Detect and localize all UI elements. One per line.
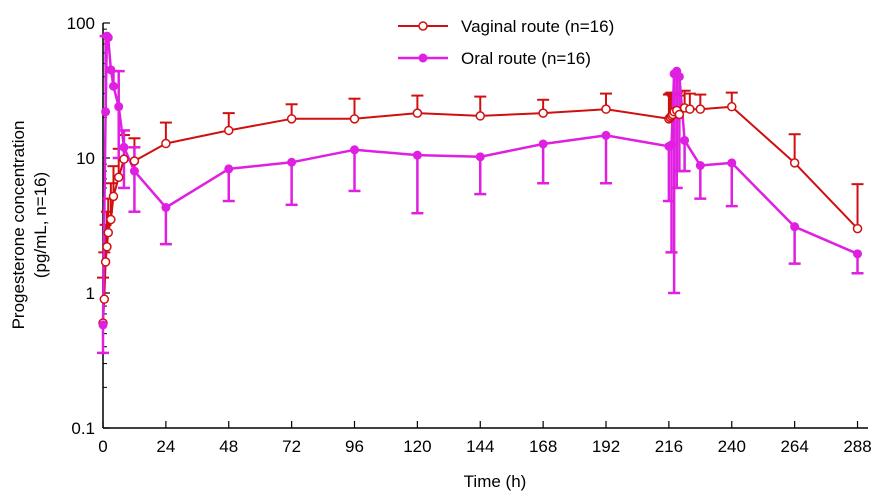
data-point-vaginal xyxy=(106,214,116,225)
axes: 0.1 1 10 100 0 24 48 72 96 120 144 168 192 216 240 264 2… xyxy=(67,14,872,456)
data-point-oral xyxy=(538,139,548,149)
x-tick-label: 216 xyxy=(655,437,683,456)
x-tick-label: 192 xyxy=(592,437,620,456)
data-point-vaginal xyxy=(601,104,611,114)
series-markers xyxy=(98,31,863,330)
data-point-oral xyxy=(119,142,129,152)
data-point-oral xyxy=(161,202,171,212)
legend-label-vaginal: Vaginal route (n=16) xyxy=(461,17,614,36)
data-point-vaginal xyxy=(99,294,110,304)
y-tick-label: 1 xyxy=(86,284,95,303)
data-point-vaginal xyxy=(103,227,113,238)
x-tick-label: 264 xyxy=(780,437,808,456)
legend-label-oral: Oral route (n=16) xyxy=(461,49,591,68)
data-point-vaginal xyxy=(100,257,111,267)
data-point-oral xyxy=(412,150,422,160)
data-point-oral xyxy=(695,160,705,170)
data-point-oral xyxy=(103,33,113,43)
x-tick-label: 48 xyxy=(219,437,238,456)
x-tick-label: 0 xyxy=(98,437,107,456)
data-point-vaginal xyxy=(161,138,171,149)
data-point-oral xyxy=(601,130,611,140)
x-axis-title: Time (h) xyxy=(464,472,527,491)
data-point-oral xyxy=(114,102,124,112)
error-bars xyxy=(97,34,864,355)
data-point-vaginal xyxy=(727,101,737,112)
data-point-vaginal xyxy=(108,191,119,202)
data-point-vaginal xyxy=(349,114,360,124)
legend-marker-vaginal xyxy=(418,21,428,31)
data-point-oral xyxy=(350,145,360,155)
data-point-oral xyxy=(108,81,118,91)
x-tick-label: 72 xyxy=(282,437,301,456)
x-tick-label: 96 xyxy=(345,437,364,456)
data-point-oral xyxy=(129,166,139,176)
data-point-oral xyxy=(790,222,800,232)
legend: Vaginal route (n=16) Oral route (n=16) xyxy=(398,17,614,68)
x-tick-label: 168 xyxy=(529,437,557,456)
data-point-vaginal xyxy=(852,223,863,234)
x-tick-label: 240 xyxy=(718,437,746,456)
x-tick-label: 144 xyxy=(466,437,494,456)
data-point-vaginal xyxy=(286,114,297,124)
y-tick-label: 0.1 xyxy=(71,419,95,438)
y-axis-title-line2: (pg/mL, n=16) xyxy=(31,172,50,278)
data-point-vaginal xyxy=(538,108,548,118)
data-point-oral xyxy=(853,249,863,259)
x-tick-label: 24 xyxy=(156,437,175,456)
legend-marker-oral xyxy=(418,53,428,63)
data-point-vaginal xyxy=(674,109,685,120)
data-point-oral xyxy=(667,140,677,150)
data-point-vaginal xyxy=(475,111,486,121)
data-point-oral xyxy=(727,158,737,168)
data-point-oral xyxy=(101,107,111,117)
data-point-vaginal xyxy=(789,158,800,168)
data-point-vaginal xyxy=(695,104,706,114)
y-tick-label: 100 xyxy=(67,14,95,33)
data-point-oral xyxy=(224,164,234,174)
data-point-vaginal xyxy=(119,154,129,164)
data-point-vaginal xyxy=(102,242,112,252)
data-point-oral xyxy=(680,135,690,145)
series-line-vaginal xyxy=(102,105,859,323)
x-tick-label: 288 xyxy=(843,437,871,456)
y-axis-title-line1: Progesterone concentration xyxy=(9,121,28,330)
data-point-vaginal xyxy=(113,172,124,183)
data-point-vaginal xyxy=(224,125,234,136)
data-point-oral xyxy=(475,152,485,162)
data-point-vaginal xyxy=(685,104,695,114)
data-point-oral xyxy=(674,72,684,82)
x-tick-label: 120 xyxy=(403,437,431,456)
data-point-oral xyxy=(287,157,297,167)
y-tick-label: 10 xyxy=(76,149,95,168)
data-point-vaginal xyxy=(129,156,140,166)
data-point-oral xyxy=(98,320,108,330)
data-point-vaginal xyxy=(412,108,423,118)
data-point-oral xyxy=(106,65,116,75)
